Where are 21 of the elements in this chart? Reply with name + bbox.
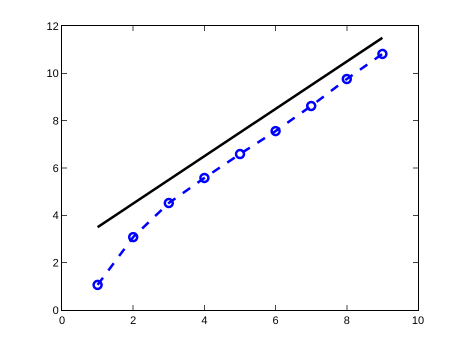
point bbox=[234, 148, 246, 160]
point bbox=[128, 232, 138, 242]
x-tick-label: 8 bbox=[344, 315, 350, 328]
y-tick-label: 10 bbox=[46, 68, 59, 80]
y-tick-label: 4 bbox=[52, 210, 59, 222]
y-tick-label: 8 bbox=[52, 116, 59, 128]
y-tick-label: 2 bbox=[52, 258, 59, 270]
x-tick-label: 10 bbox=[412, 315, 424, 328]
x-tick-label: 4 bbox=[201, 315, 208, 328]
point bbox=[164, 198, 174, 208]
point bbox=[377, 48, 388, 60]
point bbox=[342, 74, 352, 84]
x-tick-label: 2 bbox=[130, 315, 136, 328]
point bbox=[199, 172, 210, 184]
point bbox=[92, 280, 103, 290]
y-tick-label: 0 bbox=[52, 304, 59, 317]
x-tick-label: 6 bbox=[272, 315, 279, 328]
y-tick-label: 12 bbox=[46, 20, 59, 33]
point bbox=[306, 100, 316, 112]
y-tick-label: 6 bbox=[52, 162, 59, 175]
point bbox=[270, 126, 281, 136]
